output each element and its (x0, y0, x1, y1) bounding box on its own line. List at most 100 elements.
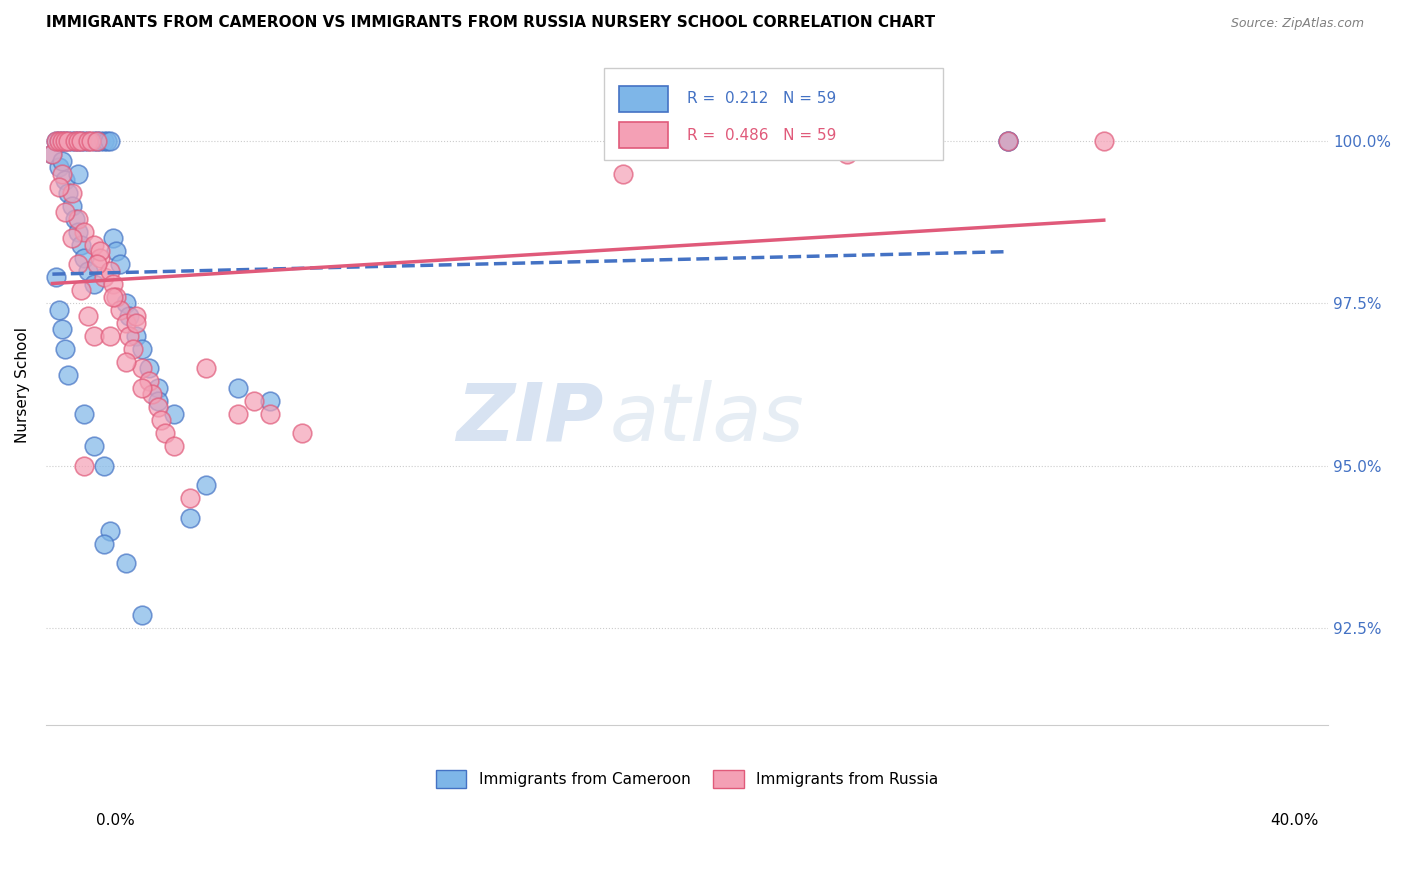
Point (48, 134, 70, 148)
Point (141, 387, 163, 401)
Point (115, 556, 138, 570)
Point (70, 284, 93, 298)
Point (997, 134, 1019, 148)
Point (153, 426, 176, 441)
Point (45, 134, 67, 148)
Point (243, 393, 266, 408)
Point (83, 328, 105, 343)
Point (51, 134, 73, 148)
Point (98, 134, 121, 148)
Point (89, 251, 111, 265)
Point (63, 134, 86, 148)
Point (118, 328, 141, 343)
Point (45, 270, 67, 285)
Point (131, 361, 153, 376)
Point (146, 393, 169, 408)
Point (131, 342, 153, 356)
Point (83, 439, 105, 453)
Point (76, 264, 98, 278)
Point (70, 134, 93, 148)
Point (73, 251, 96, 265)
Point (66, 134, 89, 148)
Point (73, 407, 96, 421)
Point (115, 316, 138, 330)
Point (66, 225, 89, 239)
Point (131, 381, 153, 395)
Point (51, 167, 73, 181)
Point (163, 407, 186, 421)
Legend: Immigrants from Cameroon, Immigrants from Russia: Immigrants from Cameroon, Immigrants fro… (429, 762, 946, 797)
Point (93, 458, 115, 473)
Point (70, 134, 93, 148)
Point (48, 179, 70, 194)
Point (121, 342, 143, 356)
Point (131, 607, 153, 622)
Point (86, 134, 108, 148)
Point (93, 536, 115, 550)
Text: R =  0.212   N = 59: R = 0.212 N = 59 (688, 91, 837, 106)
Point (105, 244, 128, 259)
Point (70, 238, 93, 252)
Point (51, 322, 73, 336)
Point (837, 147, 859, 161)
Point (76, 310, 98, 324)
Point (83, 277, 105, 291)
Point (105, 290, 128, 304)
Point (125, 316, 148, 330)
Point (93, 270, 115, 285)
Point (53, 173, 76, 187)
Point (63, 211, 86, 226)
Point (259, 393, 281, 408)
Text: atlas: atlas (610, 380, 804, 458)
Point (60, 134, 83, 148)
FancyBboxPatch shape (619, 122, 668, 148)
Point (125, 310, 148, 324)
Point (103, 277, 125, 291)
Point (73, 225, 96, 239)
Point (226, 381, 249, 395)
Point (58, 186, 80, 200)
Point (125, 328, 148, 343)
Point (48, 160, 70, 174)
Point (115, 296, 138, 310)
Point (63, 134, 86, 148)
Point (150, 413, 173, 427)
Point (138, 374, 160, 388)
Point (83, 238, 105, 252)
Text: 40.0%: 40.0% (1271, 814, 1319, 828)
Point (195, 478, 218, 492)
Text: Source: ZipAtlas.com: Source: ZipAtlas.com (1230, 17, 1364, 29)
Point (1092, 134, 1115, 148)
Point (73, 134, 96, 148)
Point (73, 458, 96, 473)
Text: R =  0.486   N = 59: R = 0.486 N = 59 (688, 128, 837, 143)
Point (53, 134, 76, 148)
Point (41, 147, 63, 161)
Point (76, 134, 98, 148)
Point (226, 407, 249, 421)
Point (51, 134, 73, 148)
Point (118, 310, 141, 324)
Point (53, 205, 76, 219)
Point (66, 211, 89, 226)
Point (89, 244, 111, 259)
Point (48, 134, 70, 148)
Point (53, 342, 76, 356)
Point (179, 491, 201, 505)
Text: IMMIGRANTS FROM CAMEROON VS IMMIGRANTS FROM RUSSIA NURSERY SCHOOL CORRELATION CH: IMMIGRANTS FROM CAMEROON VS IMMIGRANTS F… (46, 15, 935, 30)
Point (86, 257, 108, 271)
Point (93, 134, 115, 148)
Point (291, 426, 314, 441)
Point (98, 264, 121, 278)
Point (103, 290, 125, 304)
Point (115, 355, 138, 369)
FancyBboxPatch shape (619, 86, 668, 112)
Point (108, 302, 131, 317)
Point (98, 328, 121, 343)
Point (76, 134, 98, 148)
Point (997, 134, 1019, 148)
Point (146, 381, 169, 395)
FancyBboxPatch shape (603, 68, 943, 160)
Point (45, 134, 67, 148)
Point (98, 524, 121, 538)
